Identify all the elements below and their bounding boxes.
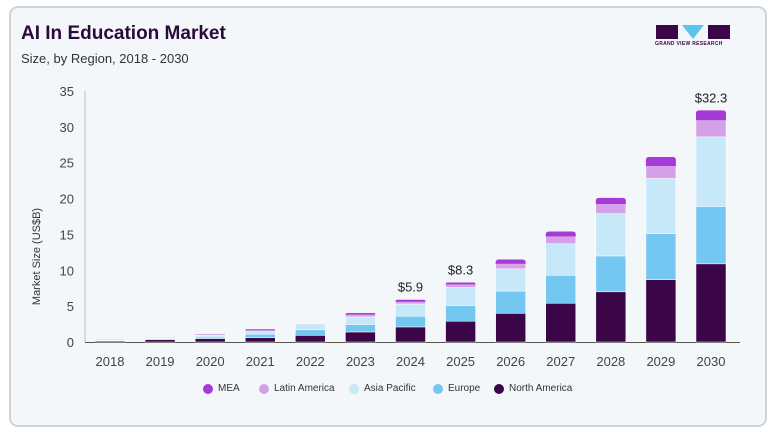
- legend-item: North America: [494, 383, 572, 394]
- chart-title: AI In Education Market: [21, 23, 226, 44]
- legend-label: North America: [509, 383, 573, 394]
- bar-segment-north-america: [295, 335, 326, 343]
- bar-segment-latin-america: [194, 334, 226, 336]
- bar-segment-asia-pacific: [295, 324, 326, 331]
- bar-segment-latin-america: [345, 314, 376, 318]
- data-label: $8.3: [448, 262, 473, 277]
- x-tick-label: 2024: [396, 354, 425, 369]
- logo-text: GRAND VIEW RESEARCH: [655, 41, 723, 47]
- legend-item: Europe: [433, 383, 480, 394]
- bar-segment-north-america: [695, 263, 727, 343]
- bar-segment-asia-pacific: [645, 178, 677, 234]
- bar-segment-latin-america: [595, 204, 627, 214]
- bar-segment-mea: [645, 156, 676, 167]
- bar-segment-asia-pacific: [545, 243, 576, 276]
- bar-segment-mea: [595, 197, 626, 205]
- legend-item: Latin America: [259, 383, 335, 394]
- legend-label: Latin America: [274, 383, 335, 394]
- legend-item: MEA: [203, 383, 240, 394]
- bar-segment-europe: [445, 305, 476, 322]
- x-tick-label: 2023: [346, 354, 375, 369]
- legend-swatch: [433, 383, 443, 394]
- bar-segment-europe: [545, 275, 576, 304]
- bar-segment-north-america: [495, 313, 526, 343]
- y-tick-label: 10: [60, 263, 74, 278]
- legend-label: Asia Pacific: [364, 383, 416, 394]
- y-tick-label: 20: [60, 192, 74, 207]
- bar-segment-europe: [395, 315, 426, 328]
- bar-segment-north-america: [345, 331, 376, 343]
- legend-swatch: [203, 383, 213, 394]
- bar-segment-latin-america: [645, 166, 677, 179]
- chart-subtitle: Size, by Region, 2018 - 2030: [21, 51, 189, 66]
- y-tick-label: 0: [67, 335, 74, 350]
- bar-segment-europe: [295, 329, 326, 336]
- x-tick-label: 2019: [146, 354, 175, 369]
- bar-segment-north-america: [395, 326, 426, 343]
- bar-segment-north-america: [445, 320, 476, 343]
- legend-item: Asia Pacific: [349, 383, 416, 394]
- bar-segment-north-america: [194, 338, 226, 343]
- x-tick-label: 2030: [697, 354, 726, 369]
- x-tick-label: 2029: [646, 354, 675, 369]
- bar-segment-mea: [345, 312, 376, 315]
- y-tick-label: 30: [60, 120, 74, 135]
- bar-segment-europe: [345, 324, 376, 333]
- bar-segment-mea: [445, 282, 476, 285]
- legend-swatch: [494, 383, 504, 394]
- bar-segment-north-america: [245, 337, 276, 343]
- bar-segment-latin-america: [545, 236, 576, 245]
- y-axis-title: Market Size (US$B): [31, 208, 43, 305]
- x-tick-label: 2018: [96, 354, 125, 369]
- bar-segment-mea: [696, 110, 726, 121]
- data-label: $5.9: [398, 280, 423, 295]
- grand-view-research-logo: [656, 25, 730, 39]
- x-tick-label: 2022: [296, 354, 325, 369]
- y-tick-label: 35: [60, 84, 74, 99]
- legend-label: MEA: [218, 383, 240, 394]
- data-label: $32.3: [695, 90, 728, 105]
- bar-segment-mea: [245, 329, 276, 331]
- bar-segment-asia-pacific: [395, 303, 426, 317]
- bar-segment-europe: [245, 333, 276, 338]
- bar-segment-mea: [395, 299, 426, 302]
- bar-segment-asia-pacific: [245, 331, 276, 335]
- legend: MEA Latin America Asia Pacific Europe North …: [0, 383, 777, 399]
- x-tick-label: 2027: [546, 354, 575, 369]
- bar-segment-asia-pacific: [595, 213, 627, 257]
- bar-segment-north-america: [144, 339, 176, 343]
- bar-segment-latin-america: [445, 284, 476, 288]
- bar-segment-north-america: [595, 291, 627, 343]
- bar-segment-latin-america: [495, 263, 526, 270]
- x-tick-label: 2028: [596, 354, 625, 369]
- chart-card: [9, 6, 767, 427]
- x-tick-label: 2025: [446, 354, 475, 369]
- y-tick-label: 5: [67, 299, 74, 314]
- x-tick-label: 2026: [496, 354, 525, 369]
- bar-segment-asia-pacific: [345, 316, 376, 325]
- bar-segment-latin-america: [395, 301, 426, 305]
- bar-segment-north-america: [645, 279, 677, 343]
- x-tick-label: 2021: [246, 354, 275, 369]
- legend-swatch: [259, 383, 269, 394]
- bar-segment-latin-america: [695, 120, 727, 138]
- bar-segment-europe: [645, 233, 677, 280]
- y-tick-label: 25: [60, 156, 74, 171]
- legend-swatch: [349, 383, 359, 394]
- bar-segment-mea: [495, 259, 526, 264]
- bar-segment-europe: [495, 290, 526, 314]
- bar-segment-mea: [545, 231, 576, 237]
- bar-segment-europe: [695, 206, 727, 265]
- x-tick-label: 2020: [196, 354, 225, 369]
- bar-segment-north-america: [545, 303, 576, 343]
- legend-label: Europe: [448, 383, 481, 394]
- y-tick-label: 15: [60, 227, 74, 242]
- bar-segment-asia-pacific: [495, 268, 526, 292]
- bar-segment-asia-pacific: [445, 287, 476, 306]
- bar-segment-asia-pacific: [695, 136, 727, 207]
- bar-segment-europe: [595, 255, 627, 293]
- bar-segment-latin-america: [245, 330, 276, 332]
